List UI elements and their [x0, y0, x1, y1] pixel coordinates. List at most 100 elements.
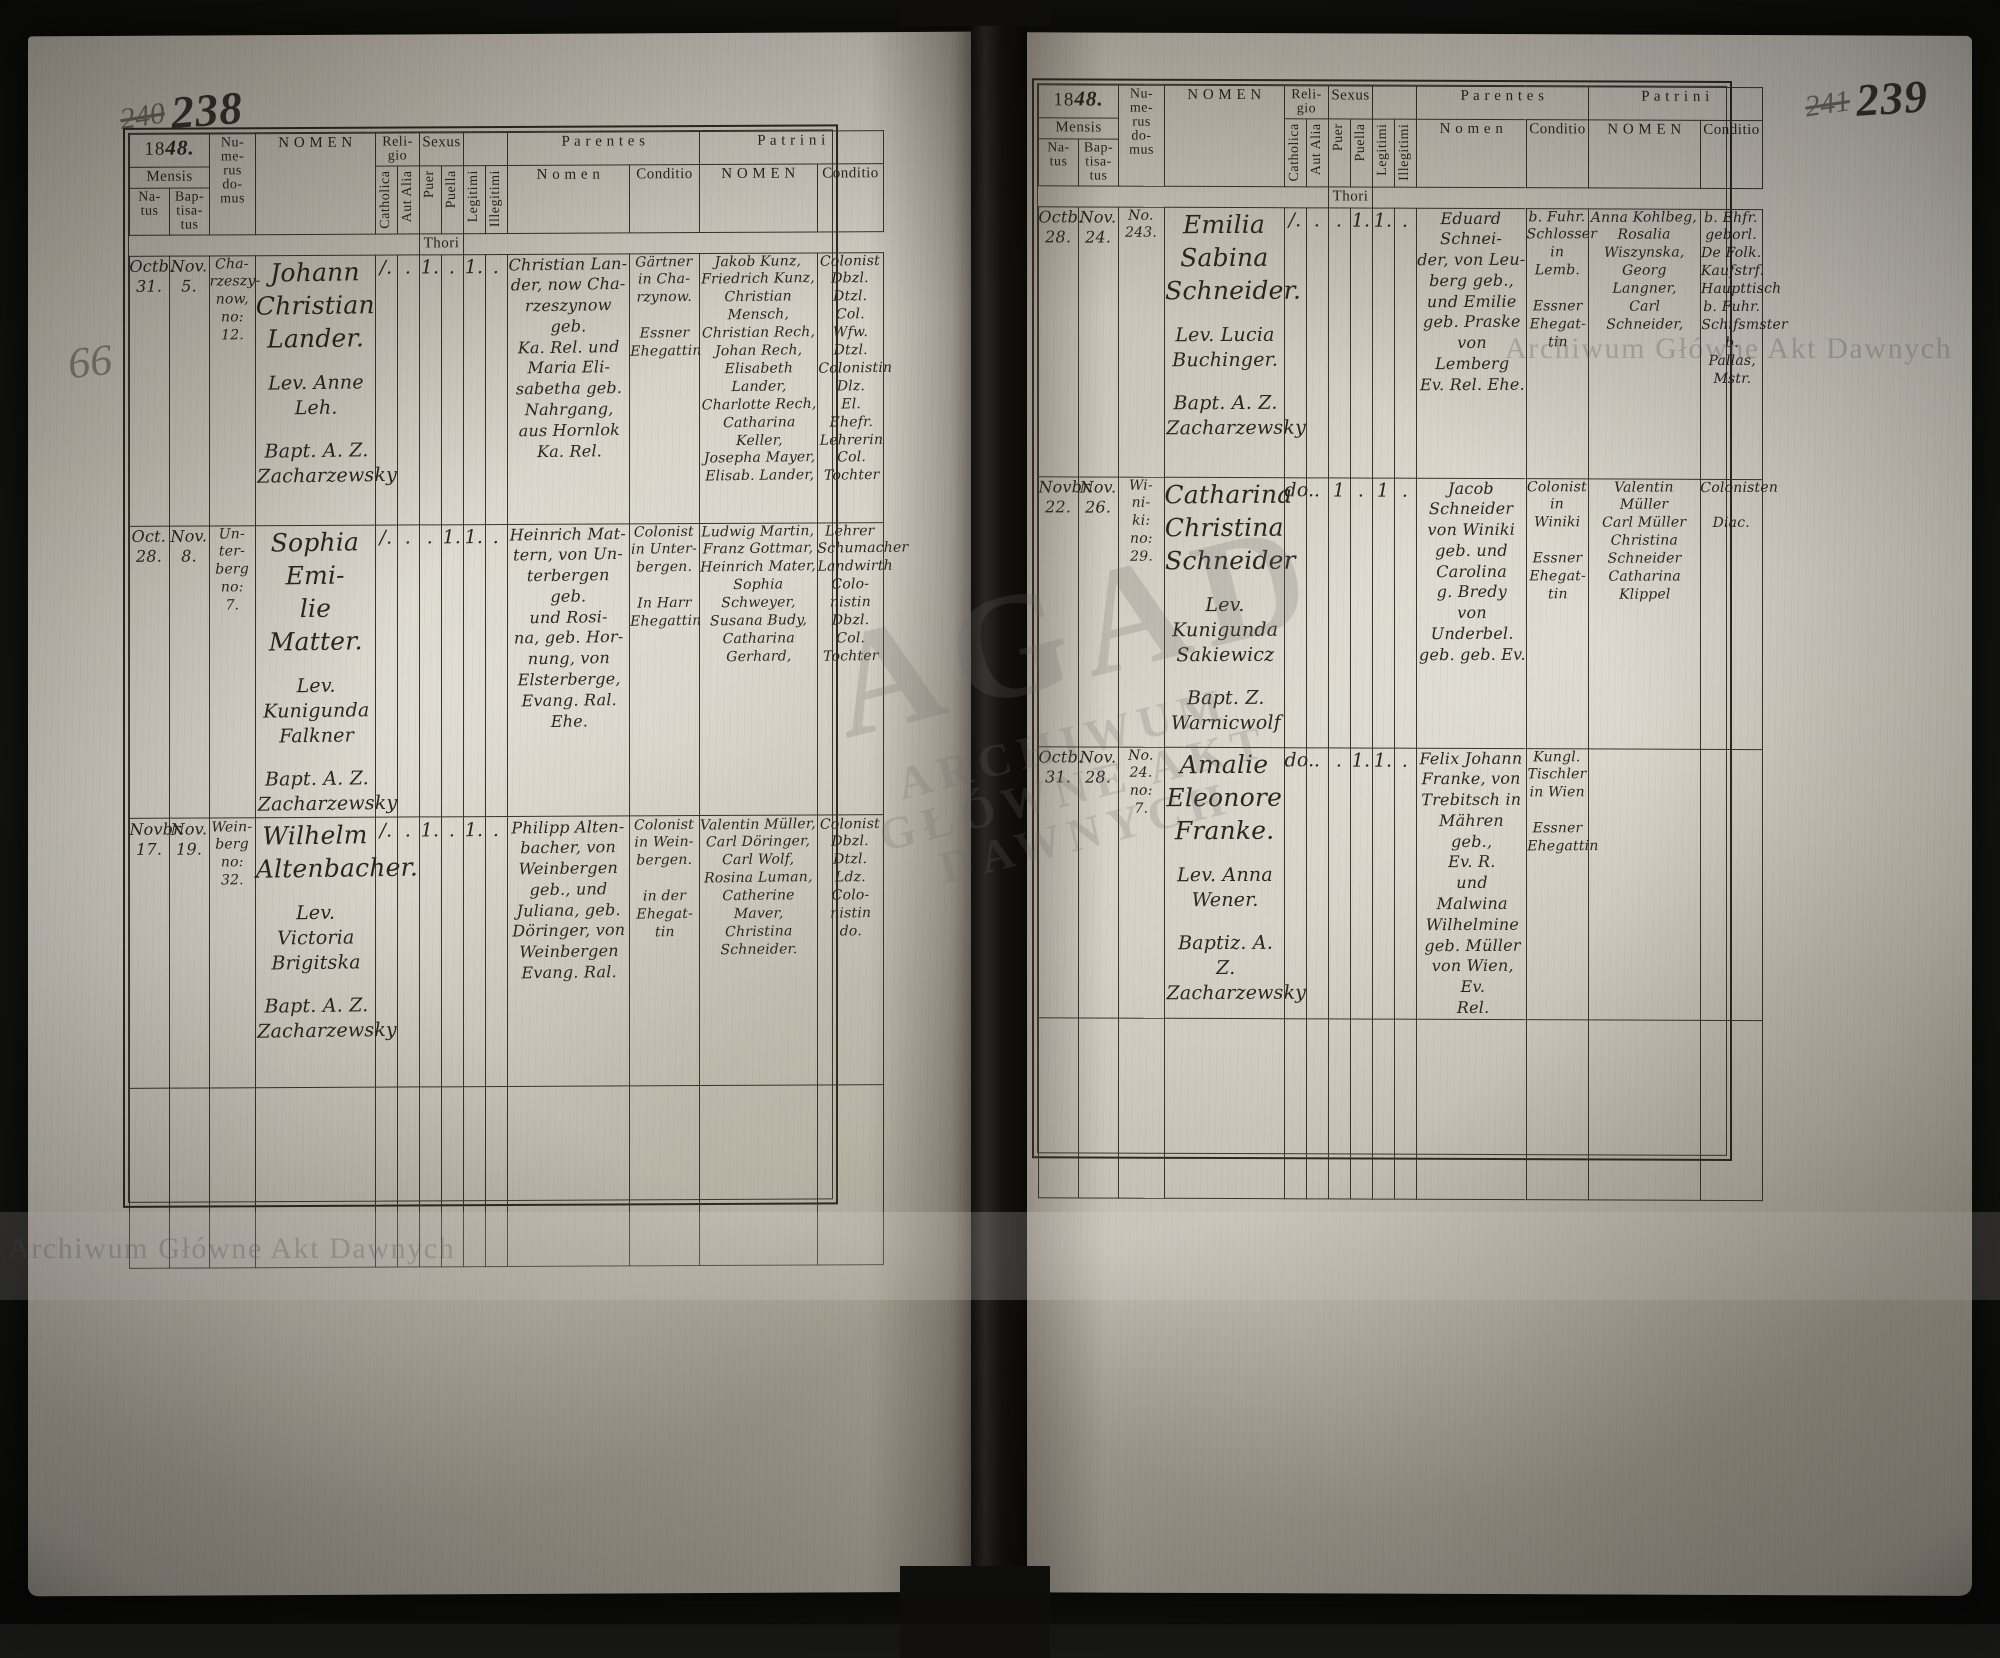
folio-struck-right: 241 [1802, 84, 1853, 124]
cell-puer: 1 [1327, 477, 1352, 748]
cell-puer: . [1327, 207, 1352, 478]
table-row-empty[interactable] [1038, 1017, 1763, 1201]
cell-catholica: do. [1283, 747, 1314, 1019]
cell-catholica: /. [374, 817, 399, 1088]
right-page: 241239 [996, 32, 1972, 1596]
religio-header: Reli- gio [1284, 85, 1329, 119]
cell-puella: . [1349, 477, 1374, 748]
cell-parentes-conditio: b. Fuhr. Schlosser in Lemb. Essner Ehega… [1525, 208, 1597, 479]
thori-spacer [1372, 86, 1417, 120]
cell-nomen: Catharina Christina Schneider Lev. Kunig… [1163, 476, 1295, 748]
folio-current-left: 238 [169, 81, 245, 139]
table-row[interactable]: Novbr. 17. Nov. 19. Wein- berg no: 32. W… [128, 814, 885, 1089]
cell-puer: 1. [418, 254, 443, 525]
cell-legitimi: 1. [462, 816, 487, 1087]
cell-parentes-nomen: Eduard Schnei- der, von Leu- berg geb., … [1415, 207, 1528, 479]
legitimi-header: Legitimi [463, 165, 486, 234]
table-row-empty[interactable] [129, 1084, 884, 1269]
sexus-header: Sexus [1328, 85, 1373, 120]
cell-baptisatus: Nov. 8. [168, 525, 211, 819]
open-book: 240238 66 [28, 0, 1972, 1628]
cell-aut-alia: . [1305, 207, 1330, 478]
cell-illegitimi: . [484, 816, 509, 1087]
cell-parentes-conditio: Colonist in Wein- bergen. in der Ehegat-… [628, 815, 701, 1087]
cell-nomen: Emilia Sabina Schneider. Lev. Lucia Buch… [1163, 206, 1306, 478]
puella-header: Puella [441, 165, 464, 234]
left-page: 240238 66 [28, 31, 988, 1597]
parentes-conditio-header: Conditio [1526, 119, 1589, 188]
nomen-header: N O M E N [1164, 85, 1285, 187]
cell-aut-alia: . [1305, 747, 1330, 1020]
cell-aut-alia: . [396, 817, 421, 1088]
cell-parentes-nomen: Christian Lan- der, now Cha- rzeszynow g… [506, 253, 631, 525]
register-table-left: 1848. Nu- me- rus do- mus N O M E N Reli… [123, 124, 908, 1269]
cell-patrini-nomen: Valentin Müller Carl Müller Christina Sc… [1587, 478, 1702, 750]
parentes-nomen-header: N o m e n [507, 164, 630, 234]
cell-legitimi: 1. [1371, 747, 1396, 1020]
numerus-domus-header: Nu- me- rus do- mus [209, 133, 256, 235]
table-row[interactable]: Oct. 28. Nov. 8. Un- ter- berg no: 7. So… [128, 522, 908, 819]
cell-nomen: Johann Christian Lander. Lev. Anne Leh. … [254, 254, 397, 527]
cell-aut-alia: . [396, 254, 421, 525]
folio-struck-left: 240 [117, 96, 168, 137]
cell-parentes-nomen: Philipp Alten- bacher, von Weinbergen ge… [506, 815, 631, 1088]
cell-baptisatus: Nov. 24. [1077, 206, 1120, 477]
thori-header: Thori [419, 233, 464, 255]
cell-baptisatus: Nov. 28. [1077, 746, 1120, 1019]
legitimi-header: Legitimi [1372, 119, 1395, 188]
patrini-nomen-header: N O M E N [699, 163, 818, 233]
table-row[interactable]: Octb. 31. Nov. 5. Cha- rzeszy- now, no: … [128, 252, 892, 527]
illegitimi-header: Illegitimi [485, 165, 508, 234]
cell-natus: Novbr. 17. [128, 818, 184, 1089]
table-row[interactable]: Novbr. 22. Nov. 26. Wi- ni- ki: no: 29. … [1037, 476, 1778, 750]
cell-domus: Un- ter- berg no: 7. [208, 525, 257, 819]
spine-clamp-top [900, 0, 1050, 26]
thori-header: Thori [1328, 186, 1373, 208]
cell-illegitimi: . [484, 524, 509, 817]
catholica-header: Catholica [375, 166, 398, 235]
cell-catholica: /. [374, 254, 399, 526]
cell-natus: Oct. 28. [128, 525, 171, 819]
cell-puella: . [440, 254, 465, 525]
cell-legitimi: 1. [462, 254, 487, 525]
cell-puer: . [1327, 747, 1352, 1020]
puella-header: Puella [1350, 118, 1373, 187]
scanned-document-image: 240238 66 [0, 0, 2000, 1624]
cell-natus: Novbr. 22. [1037, 476, 1093, 747]
cell-parentes-nomen: Felix Johann Franke, von Trebitsch in Mä… [1415, 747, 1528, 1020]
cell-domus: Cha- rzeszy- now, no: 12. [208, 255, 260, 526]
numerus-domus-header: Nu- me- rus do- mus [1118, 85, 1165, 187]
aut-alia-header: Aut Alia [397, 165, 420, 234]
cell-patrini-nomen [1587, 748, 1702, 1021]
natus-header: Na- tus [129, 188, 170, 236]
parentes-nomen-header: N o m e n [1416, 119, 1527, 188]
cell-catholica: /. [1283, 207, 1308, 478]
table-row[interactable]: Octb. 28. Nov. 24. No. 243. Emilia Sabin… [1037, 206, 1787, 480]
year-header: 1848. [1038, 84, 1119, 119]
aut-alia-header: Aut Alia [1306, 118, 1329, 187]
cell-nomen: Wilhelm Altenbacher. Lev. Victoria Brigi… [254, 816, 418, 1089]
baptisatus-header: Bap- tisa- tus [1078, 138, 1119, 186]
mensis-header: Mensis [1038, 117, 1119, 139]
thori-spacer [463, 132, 508, 166]
cell-parentes-nomen: Heinrich Mat- tern, von Un- terbergen ge… [506, 523, 631, 818]
register-table-right: 1848. Nu- me- rus do- mus N O M E N Reli… [1032, 78, 1787, 1201]
cell-illegitimi: . [1393, 747, 1418, 1020]
register-rows-right: Octb. 28. Nov. 24. No. 243. Emilia Sabin… [1037, 206, 1787, 1201]
cell-parentes-conditio: Kungl. Tischler in Wien Essner Ehegattin [1525, 748, 1598, 1021]
cell-domus: Wi- ni- ki: no: 29. [1117, 476, 1166, 748]
cell-illegitimi: . [1393, 477, 1418, 749]
cell-parentes-conditio: Colonist in Unter- bergen. In Harr Ehega… [628, 523, 701, 817]
parentes-header: P a r e n t e s [507, 131, 700, 166]
cell-legitimi: 1 [1371, 477, 1396, 748]
cell-natus: Octb. 31. [1037, 746, 1083, 1019]
table-row[interactable]: Octb. 31. Nov. 28. No. 24. no: 7. Amalie… [1037, 746, 1764, 1021]
puer-header: Puer [1328, 118, 1351, 187]
patrini-conditio-header: Conditio [817, 163, 884, 232]
cell-nomen: Amalie Eleonore Franke. Lev. Anna Wener.… [1163, 746, 1306, 1019]
cell-puella: 1. [440, 524, 465, 818]
cell-puer: 1. [418, 816, 443, 1088]
cell-illegitimi: . [1393, 207, 1418, 479]
religio-header: Reli- gio [375, 132, 420, 167]
spine-clamp-bottom [900, 1566, 1050, 1658]
